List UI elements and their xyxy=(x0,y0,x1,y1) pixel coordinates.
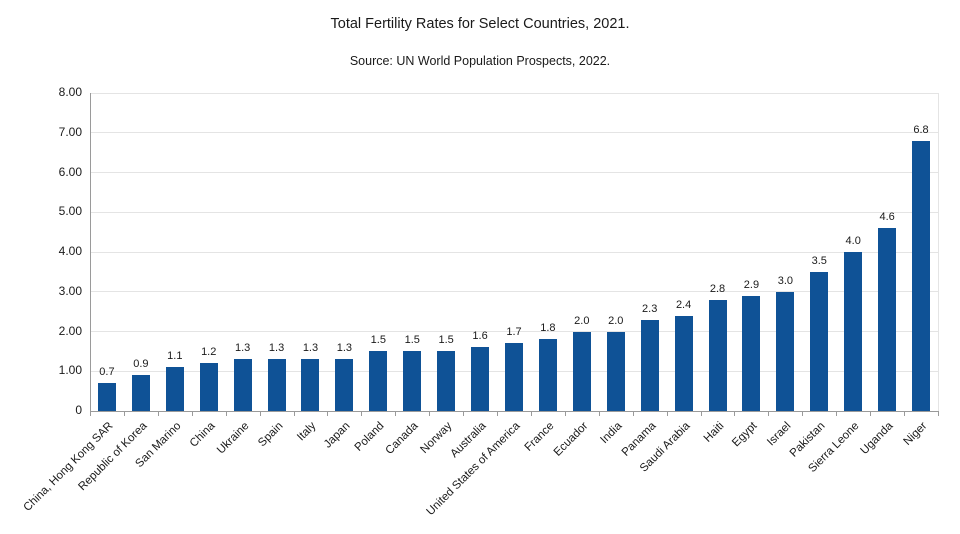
bar-value-label: 2.4 xyxy=(675,298,692,311)
y-gridline xyxy=(90,331,938,332)
y-axis-label: 6.00 xyxy=(58,164,82,179)
bar-value-label: 1.3 xyxy=(336,342,353,355)
y-gridline xyxy=(90,291,938,293)
x-axis-tick xyxy=(734,412,736,416)
x-axis-tick xyxy=(598,412,600,416)
bar xyxy=(742,295,761,411)
bar-value-label: 4.6 xyxy=(879,211,895,224)
bar xyxy=(437,351,456,411)
y-gridline xyxy=(90,132,938,134)
y-gridline xyxy=(90,92,938,94)
x-axis-line xyxy=(90,411,939,412)
bar-value-label: 2.9 xyxy=(743,278,760,291)
bar-value-label: 1.2 xyxy=(201,346,217,359)
bar xyxy=(912,140,931,411)
bar xyxy=(131,375,150,411)
x-axis-tick xyxy=(802,412,804,416)
bar xyxy=(572,331,591,411)
x-axis-tick xyxy=(90,412,91,416)
bar xyxy=(369,351,388,411)
x-axis-tick xyxy=(157,412,159,416)
y-axis-label: 7.00 xyxy=(58,124,82,139)
y-gridline xyxy=(90,251,938,253)
bar-value-label: 6.8 xyxy=(913,123,929,136)
chart-subtitle: Source: UN World Population Prospects, 2… xyxy=(349,54,611,68)
x-axis-tick xyxy=(904,412,906,416)
bar-value-label: 1.3 xyxy=(234,342,251,355)
bar-value-label: 2.8 xyxy=(709,282,726,295)
bar xyxy=(403,351,422,411)
bar-value-label: 2.3 xyxy=(642,302,658,315)
bar-value-label: 1.3 xyxy=(268,342,285,355)
x-axis-tick xyxy=(938,412,939,416)
bar-value-label: 1.7 xyxy=(506,326,522,339)
bar-value-label: 3.5 xyxy=(811,254,827,267)
y-axis-label: 4.00 xyxy=(58,244,82,258)
y-axis-label: 1.00 xyxy=(58,363,82,378)
x-axis-tick xyxy=(191,412,193,416)
bar-value-label: 1.1 xyxy=(167,350,183,363)
x-axis-tick xyxy=(327,412,329,416)
bar-value-label: 3.0 xyxy=(777,274,793,287)
x-axis-tick xyxy=(225,412,227,416)
y-axis-label: 0 xyxy=(75,403,82,417)
bar-value-label: 0.7 xyxy=(99,366,115,379)
bar-value-label: 2.0 xyxy=(574,314,590,327)
y-axis-label: 5.00 xyxy=(58,204,82,219)
x-axis-tick xyxy=(632,412,634,416)
x-axis-tick xyxy=(870,412,872,416)
bar-value-label: 1.8 xyxy=(540,322,556,335)
bar xyxy=(776,291,795,411)
plot-right-edge xyxy=(938,93,939,411)
bar xyxy=(878,228,897,411)
x-axis-tick xyxy=(293,412,295,416)
x-axis-tick xyxy=(123,412,125,416)
x-axis-tick xyxy=(429,412,431,416)
x-axis-tick xyxy=(530,412,532,416)
bar-value-label: 0.9 xyxy=(133,358,149,371)
bar-value-label: 1.3 xyxy=(302,342,319,355)
y-axis-line xyxy=(90,93,91,412)
bar xyxy=(810,271,829,411)
bar-value-label: 1.5 xyxy=(438,334,454,347)
bar xyxy=(233,359,252,411)
bar xyxy=(505,343,523,411)
y-axis-label: 8.00 xyxy=(58,85,82,99)
y-gridline xyxy=(90,172,938,173)
bar xyxy=(844,252,863,411)
chart-title: Total Fertility Rates for Select Countri… xyxy=(330,16,630,32)
x-axis-tick xyxy=(259,412,261,416)
bar xyxy=(471,347,490,411)
bar xyxy=(335,359,354,411)
bar xyxy=(97,383,116,411)
bar-value-label: 2.0 xyxy=(608,314,624,327)
x-axis-tick xyxy=(361,412,363,416)
y-axis-label: 3.00 xyxy=(58,283,82,298)
bar xyxy=(165,367,184,411)
x-axis-tick xyxy=(395,412,397,416)
y-axis-label: 2.00 xyxy=(58,323,82,338)
bar xyxy=(674,315,693,411)
x-axis-tick xyxy=(497,412,499,416)
x-axis-tick xyxy=(564,412,566,416)
bar xyxy=(538,339,557,411)
bar-value-label: 4.0 xyxy=(845,235,861,247)
bar-value-label: 1.5 xyxy=(404,334,420,347)
bar xyxy=(301,359,320,411)
bar xyxy=(199,363,218,411)
bar-value-label: 1.6 xyxy=(472,330,488,343)
bar xyxy=(267,359,286,411)
bar-value-label: 1.5 xyxy=(370,334,386,347)
x-axis-tick xyxy=(768,412,770,416)
bar xyxy=(640,319,659,411)
y-gridline xyxy=(90,211,938,213)
x-axis-tick xyxy=(666,412,668,416)
x-axis-tick xyxy=(463,412,465,416)
x-axis-tick xyxy=(700,412,702,416)
bar xyxy=(708,299,727,411)
bar xyxy=(606,331,625,411)
x-axis-tick xyxy=(836,412,838,416)
